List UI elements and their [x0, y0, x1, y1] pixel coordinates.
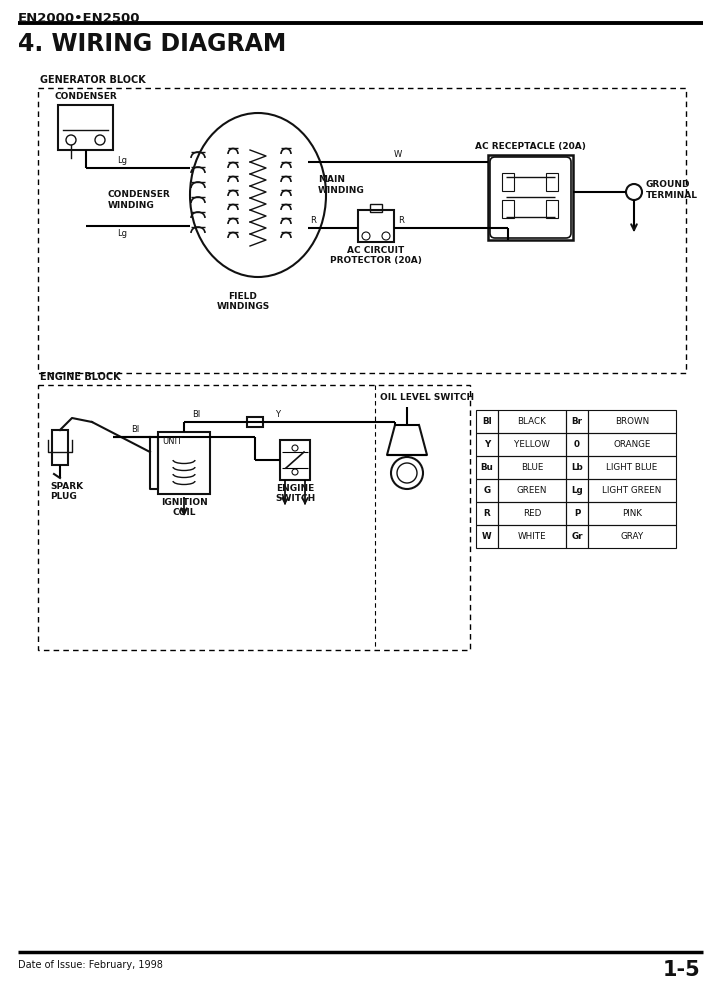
Circle shape	[95, 135, 105, 145]
Text: PINK: PINK	[622, 509, 642, 518]
Bar	[498, 456, 566, 479]
Text: BLUE: BLUE	[521, 463, 543, 472]
Bar	[566, 456, 588, 479]
Bar	[247, 417, 263, 427]
Text: ENGINE
SWITCH: ENGINE SWITCH	[275, 484, 315, 503]
Text: R: R	[398, 216, 404, 225]
Text: CONDENSER: CONDENSER	[54, 92, 117, 101]
Text: Bu: Bu	[481, 463, 493, 472]
Circle shape	[292, 469, 298, 475]
Bar	[588, 433, 676, 456]
Circle shape	[391, 457, 423, 489]
Bar	[566, 479, 588, 502]
Text: Date of Issue: February, 1998: Date of Issue: February, 1998	[18, 960, 163, 970]
Bar	[546, 200, 558, 218]
Bar	[38, 88, 686, 373]
Text: SPARK
PLUG: SPARK PLUG	[50, 482, 83, 501]
Text: AC CIRCUIT
PROTECTOR (20A): AC CIRCUIT PROTECTOR (20A)	[330, 246, 422, 265]
Text: R: R	[310, 216, 316, 225]
Bar	[498, 479, 566, 502]
Text: Lb: Lb	[571, 463, 583, 472]
Text: Bl: Bl	[131, 425, 139, 434]
Text: GENERATOR BLOCK: GENERATOR BLOCK	[40, 75, 146, 85]
Text: G: G	[484, 486, 490, 495]
Text: EN2000•EN2500: EN2000•EN2500	[18, 12, 141, 25]
Bar	[588, 502, 676, 525]
Bar	[476, 410, 498, 433]
Bar	[476, 433, 498, 456]
Text: IGNITION
COIL: IGNITION COIL	[161, 498, 208, 517]
Ellipse shape	[190, 113, 326, 277]
Text: LIGHT BLUE: LIGHT BLUE	[606, 463, 658, 472]
Bar	[38, 385, 470, 650]
Text: W: W	[482, 532, 492, 541]
Bar	[280, 440, 310, 480]
Bar	[358, 210, 394, 242]
Bar	[498, 525, 566, 548]
Bar	[502, 200, 514, 218]
Text: ORANGE: ORANGE	[614, 440, 650, 449]
Bar	[476, 479, 498, 502]
Text: ENGINE BLOCK: ENGINE BLOCK	[40, 372, 120, 382]
Text: Lg: Lg	[571, 486, 583, 495]
Text: Y: Y	[484, 440, 490, 449]
Bar	[566, 525, 588, 548]
Text: LIGHT GREEN: LIGHT GREEN	[602, 486, 662, 495]
Circle shape	[382, 232, 390, 240]
Text: 4. WIRING DIAGRAM: 4. WIRING DIAGRAM	[18, 32, 286, 56]
Circle shape	[397, 463, 417, 483]
Text: CONDENSER
WINDING: CONDENSER WINDING	[107, 190, 170, 210]
Text: W: W	[394, 150, 402, 159]
Text: FIELD
WINDINGS: FIELD WINDINGS	[216, 292, 270, 311]
Text: GRAY: GRAY	[620, 532, 644, 541]
Circle shape	[626, 184, 642, 200]
Text: P: P	[574, 509, 580, 518]
Text: Bl: Bl	[192, 410, 200, 419]
Bar	[546, 173, 558, 191]
Text: BROWN: BROWN	[615, 417, 649, 426]
Bar	[498, 502, 566, 525]
Bar	[566, 433, 588, 456]
Text: 1-5: 1-5	[663, 960, 700, 980]
Text: Lg: Lg	[117, 156, 127, 165]
Circle shape	[362, 232, 370, 240]
Text: WHITE: WHITE	[518, 532, 547, 541]
Text: Y: Y	[275, 410, 280, 419]
Text: GROUND
TERMINAL: GROUND TERMINAL	[646, 180, 698, 200]
Bar	[588, 410, 676, 433]
Bar	[58, 105, 113, 150]
Bar	[502, 173, 514, 191]
Bar	[476, 456, 498, 479]
Bar	[52, 430, 68, 465]
Bar	[588, 479, 676, 502]
Bar	[158, 432, 210, 494]
Bar	[488, 155, 573, 240]
Bar	[588, 456, 676, 479]
Bar	[498, 410, 566, 433]
Text: RED: RED	[523, 509, 541, 518]
Text: BLACK: BLACK	[518, 417, 547, 426]
Circle shape	[292, 445, 298, 451]
Text: Lg: Lg	[117, 229, 127, 238]
Bar	[588, 525, 676, 548]
Bar	[370, 204, 382, 212]
Bar	[476, 525, 498, 548]
Circle shape	[66, 135, 76, 145]
Text: Gr: Gr	[571, 532, 583, 541]
Text: R: R	[484, 509, 490, 518]
Text: OIL LEVEL SWITCH: OIL LEVEL SWITCH	[380, 393, 474, 402]
Text: AC RECEPTACLE (20A): AC RECEPTACLE (20A)	[475, 142, 586, 151]
Text: YELLOW: YELLOW	[514, 440, 550, 449]
Text: 0: 0	[574, 440, 580, 449]
Bar	[498, 433, 566, 456]
Text: UNIT: UNIT	[162, 437, 182, 446]
Bar	[566, 502, 588, 525]
Text: Br: Br	[572, 417, 583, 426]
Text: Bl: Bl	[482, 417, 492, 426]
Bar	[566, 410, 588, 433]
Text: MAIN
WINDING: MAIN WINDING	[318, 175, 365, 195]
Text: GREEN: GREEN	[517, 486, 547, 495]
Bar	[476, 502, 498, 525]
